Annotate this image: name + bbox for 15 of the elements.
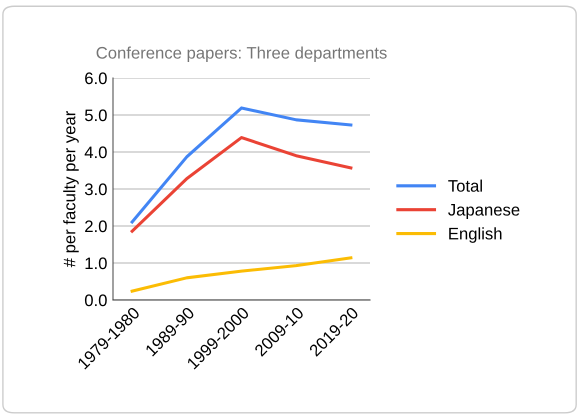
legend-label: English	[449, 227, 502, 243]
line-series	[130, 136, 352, 233]
legend-label: Japanese	[448, 204, 520, 219]
legend-label: Total	[448, 180, 482, 192]
y-tick-label: 2.0	[85, 220, 107, 232]
chart-title: Conference papers: Three departments	[96, 46, 387, 62]
y-tick-label: 4.0	[84, 146, 107, 158]
y-tick-label: 6.0	[85, 72, 107, 84]
y-tick-label: 5.0	[84, 109, 107, 122]
y-tick-label: 3.0	[84, 183, 107, 196]
line-series	[130, 256, 352, 293]
y-axis-title: # per faculty per year	[63, 110, 79, 268]
y-tick-label: 0.0	[84, 294, 107, 306]
y-tick-label: 1.0	[86, 257, 107, 270]
line-series	[130, 106, 352, 224]
